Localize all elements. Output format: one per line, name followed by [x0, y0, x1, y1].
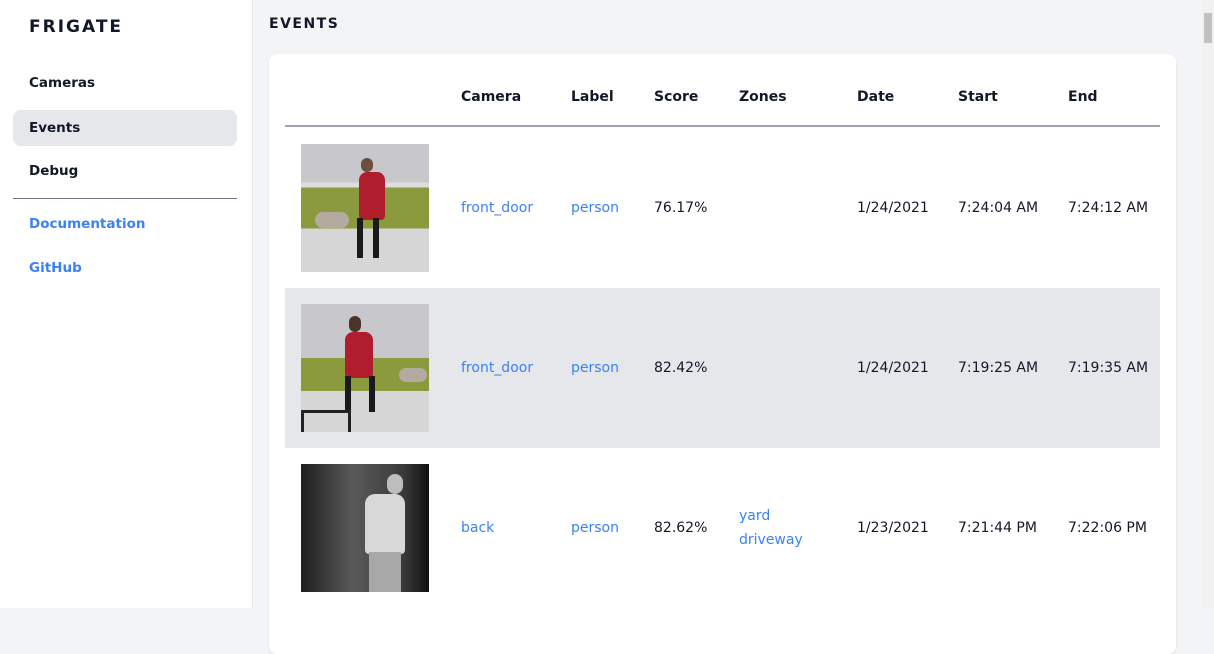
table-row[interactable]: front_door person 82.42% 1/24/2021 7:19:… [285, 288, 1160, 448]
event-thumbnail[interactable] [301, 464, 429, 592]
scrollbar-thumb[interactable] [1204, 13, 1212, 43]
link-github[interactable]: GitHub [29, 260, 82, 276]
table-row[interactable]: front_door person 76.17% 1/24/2021 7:24:… [285, 128, 1160, 288]
table-row[interactable]: back person 82.62% yard driveway 1/23/20… [285, 448, 1160, 608]
sidebar-item-cameras[interactable]: Cameras [29, 75, 96, 91]
header-start: Start [958, 89, 998, 105]
camera-link[interactable]: front_door [461, 360, 534, 376]
event-thumbnail[interactable] [301, 144, 429, 272]
end-time: 7:22:06 PM [1068, 520, 1147, 536]
score: 82.42% [654, 360, 708, 376]
end-time: 7:24:12 AM [1068, 200, 1149, 216]
start-time: 7:19:25 AM [958, 360, 1039, 376]
date: 1/24/2021 [857, 200, 929, 216]
sidebar: FRIGATE Cameras Events Debug Documentati… [0, 0, 253, 608]
scrollbar[interactable] [1203, 0, 1214, 608]
camera-link[interactable]: back [461, 520, 495, 536]
end-time: 7:19:35 AM [1068, 360, 1149, 376]
table-header: Camera Label Score Zones Date Start End [285, 54, 1160, 127]
header-camera: Camera [461, 89, 522, 105]
label-link[interactable]: person [571, 520, 619, 536]
zone-link-yard[interactable]: yard [739, 508, 771, 524]
score: 82.62% [654, 520, 708, 536]
date: 1/23/2021 [857, 520, 929, 536]
zone-link-driveway[interactable]: driveway [739, 532, 803, 548]
header-zones: Zones [739, 89, 787, 105]
link-documentation[interactable]: Documentation [29, 216, 146, 232]
label-link[interactable]: person [571, 200, 619, 216]
score: 76.17% [654, 200, 708, 216]
header-label: Label [571, 89, 614, 105]
sidebar-item-events[interactable]: Events [13, 110, 237, 146]
start-time: 7:24:04 AM [958, 200, 1039, 216]
sidebar-item-debug[interactable]: Debug [29, 163, 79, 179]
brand-logo: FRIGATE [29, 17, 124, 37]
page-title: EVENTS [269, 16, 340, 32]
header-score: Score [654, 89, 699, 105]
event-thumbnail[interactable] [301, 304, 429, 432]
header-date: Date [857, 89, 895, 105]
label-link[interactable]: person [571, 360, 619, 376]
sidebar-divider [13, 198, 237, 199]
events-table: Camera Label Score Zones Date Start End … [269, 54, 1176, 654]
header-end: End [1068, 89, 1098, 105]
camera-link[interactable]: front_door [461, 200, 534, 216]
date: 1/24/2021 [857, 360, 929, 376]
start-time: 7:21:44 PM [958, 520, 1037, 536]
